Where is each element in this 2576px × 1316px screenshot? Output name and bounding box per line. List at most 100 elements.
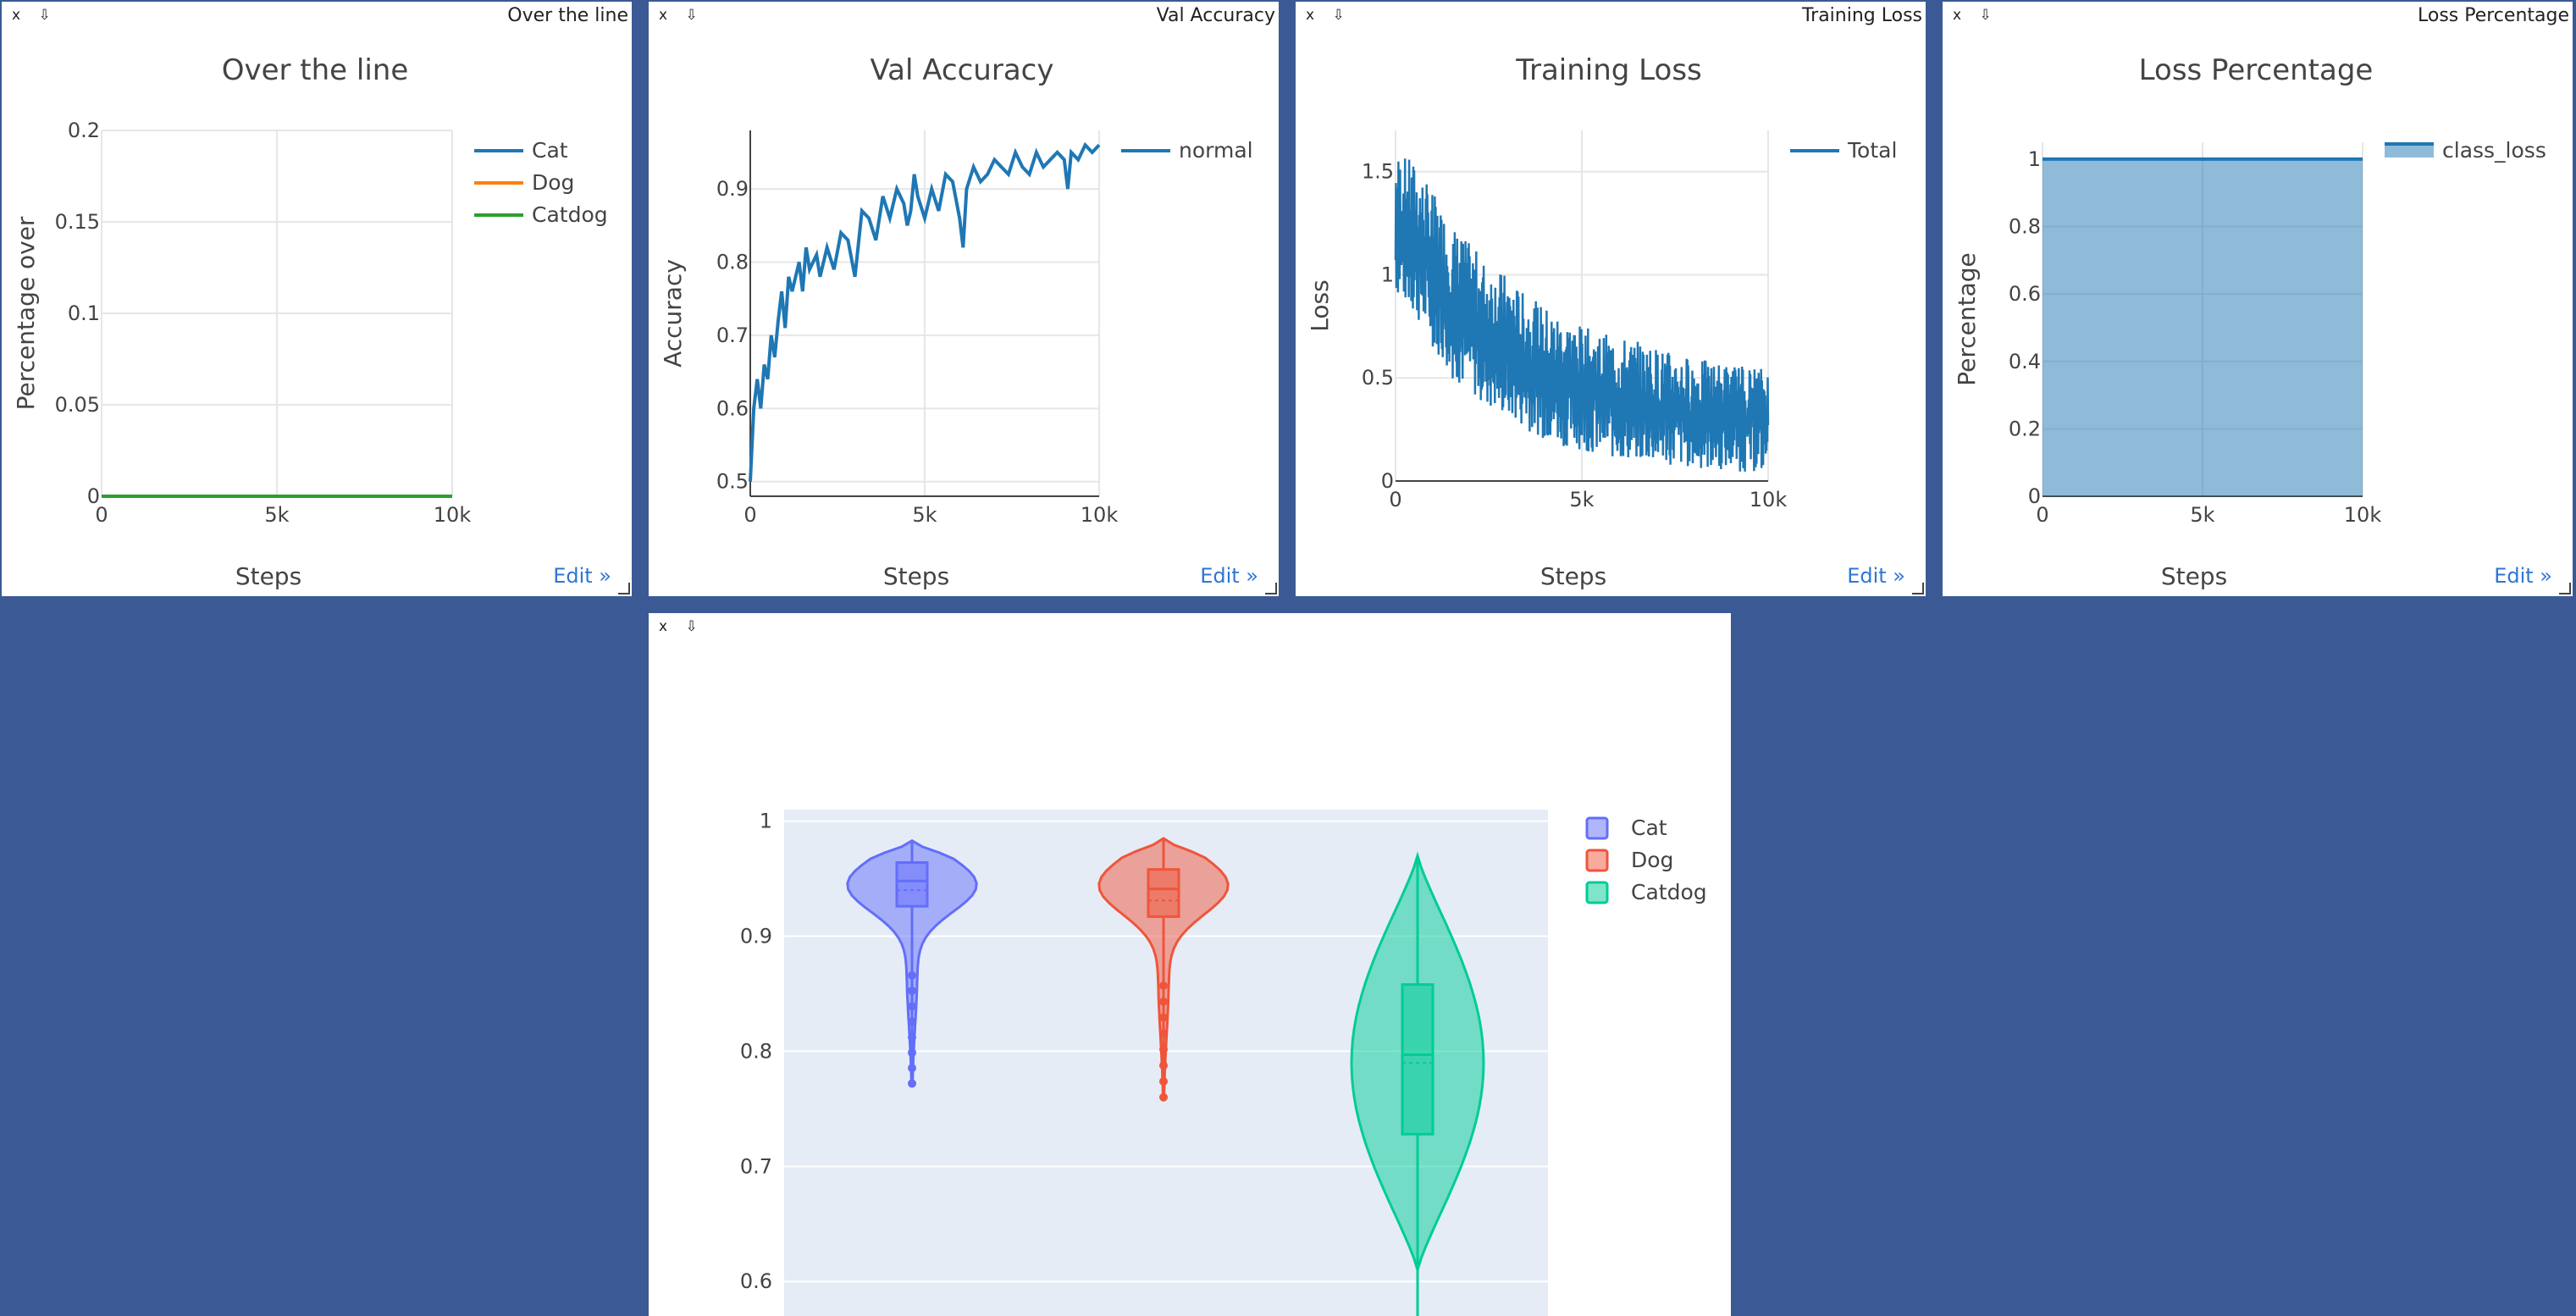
pane-controls: x ⇩ (659, 7, 711, 24)
y-tick-label: 0.4 (2009, 350, 2041, 373)
outlier-point (908, 986, 916, 995)
x-axis-label: Steps (2161, 562, 2227, 590)
pane-controls: x ⇩ (1306, 7, 1358, 24)
chart-title: Over the line (222, 53, 409, 87)
pin-icon[interactable]: ⇩ (1979, 7, 1992, 24)
series-line (749, 141, 1101, 482)
pane-over-the-line: x ⇩ Over the line Over the line 0 5k 10k 0 0.… (2, 2, 632, 596)
y-tick-label: 0.15 (55, 210, 100, 234)
chart-title: Loss Percentage (2139, 53, 2374, 87)
y-tick-label: 0.6 (716, 396, 749, 420)
close-icon[interactable]: x (1953, 7, 1962, 24)
x-tick-label: 5k (1569, 488, 1594, 511)
outlier-point (908, 1064, 916, 1073)
y-tick-label: 0 (1381, 469, 1394, 493)
y-tick-label: 0.2 (68, 119, 100, 142)
y-tick-label: 0.6 (2009, 282, 2041, 306)
y-tick-label: 0 (87, 484, 100, 508)
y-axis-label: Loss (1306, 279, 1334, 331)
pane-violin: x ⇩ 0.6 0.7 0.8 0.9 1 Cat Dog Catdog (649, 613, 1731, 1316)
outlier-point (1159, 1061, 1168, 1070)
x-tick-label: 5k (2190, 503, 2214, 527)
pin-icon[interactable]: ⇩ (685, 618, 698, 635)
y-tick-label: 0.7 (740, 1154, 772, 1178)
y-tick-label: 0.5 (716, 470, 749, 494)
chart-training-loss[interactable]: Training Loss 0 5k 10k 0 0.5 1 1.5 Steps Loss Tota… (1296, 2, 1926, 596)
y-tick-label: 0.9 (740, 925, 772, 948)
box (1401, 983, 1434, 1136)
pin-icon[interactable]: ⇩ (685, 7, 698, 24)
chart-title: Val Accuracy (871, 53, 1054, 87)
y-tick-label: 1 (760, 810, 772, 833)
legend-label: Catdog (1631, 880, 1707, 904)
outlier-point (1159, 1013, 1168, 1022)
outlier-point (908, 1032, 916, 1042)
close-icon[interactable]: x (12, 7, 21, 24)
y-tick-label: 0.8 (2009, 215, 2041, 239)
outlier-point (1159, 1076, 1168, 1086)
pane-controls: x ⇩ (12, 7, 64, 24)
edit-link[interactable]: Edit » (1200, 564, 1258, 588)
x-tick-label: 10k (434, 503, 472, 527)
y-tick-label: 1.5 (1362, 160, 1394, 184)
y-axis-label: Percentage (1953, 252, 1981, 386)
edit-link[interactable]: Edit » (1847, 564, 1905, 588)
outlier-point (908, 1017, 916, 1026)
close-icon[interactable]: x (1306, 7, 1315, 24)
x-tick-label: 5k (912, 503, 937, 527)
x-axis-label: Steps (883, 562, 949, 590)
resize-handle[interactable] (618, 583, 630, 594)
legend-label: class_loss (2442, 138, 2546, 163)
chart-loss-percentage[interactable]: Loss Percentage 0 5k 10k 0 0.2 0.4 0.6 0.8 1 Steps… (1943, 2, 2573, 596)
x-tick-label: 10k (1081, 503, 1119, 527)
window-title: Loss Percentage (2417, 5, 2569, 26)
x-tick-label: 0 (1389, 488, 1401, 511)
y-tick-label: 0.7 (716, 323, 749, 347)
legend-label: Cat (532, 138, 568, 163)
outlier-point (908, 1079, 916, 1088)
resize-handle[interactable] (1265, 583, 1277, 594)
pane-val-accuracy: x ⇩ Val Accuracy Val Accuracy 0 5k 10k 0.5 0.… (649, 2, 1279, 596)
pane-controls: x ⇩ (1953, 7, 2005, 24)
outlier-point (1159, 997, 1168, 1006)
outlier-point (908, 1002, 916, 1011)
window-title: Val Accuracy (1156, 5, 1275, 26)
chart-violin[interactable]: 0.6 0.7 0.8 0.9 1 Cat Dog Catdog (649, 613, 1731, 1316)
outlier-point (1159, 1092, 1168, 1102)
pin-icon[interactable]: ⇩ (38, 7, 51, 24)
y-tick-label: 1 (2028, 147, 2041, 171)
edit-link[interactable]: Edit » (2494, 564, 2552, 588)
close-icon[interactable]: x (659, 7, 668, 24)
pane-loss-percentage: x ⇩ Loss Percentage Loss Percentage 0 5k 10… (1943, 2, 2573, 596)
legend-label: Catdog (532, 202, 608, 227)
y-axis-label: Percentage over (12, 216, 40, 410)
y-tick-label: 0.2 (2009, 417, 2041, 440)
legend-label: Dog (532, 170, 574, 195)
legend-swatch (2385, 144, 2434, 158)
box (895, 861, 929, 908)
close-icon[interactable]: x (659, 618, 668, 635)
outlier-point (1159, 1029, 1168, 1038)
legend-label: Total (1847, 138, 1897, 163)
legend-label: Cat (1631, 816, 1667, 840)
outlier-point (908, 1048, 916, 1057)
x-tick-label: 0 (744, 503, 756, 527)
y-tick-label: 0.9 (716, 177, 749, 201)
resize-handle[interactable] (1912, 583, 1924, 594)
x-tick-label: 5k (264, 503, 289, 527)
pin-icon[interactable]: ⇩ (1332, 7, 1345, 24)
x-tick-label: 10k (1750, 488, 1788, 511)
series-area (2043, 158, 2363, 496)
outlier-point (908, 970, 916, 980)
x-axis-label: Steps (1540, 562, 1606, 590)
chart-val-accuracy[interactable]: Val Accuracy 0 5k 10k 0.5 0.6 0.7 0.8 0.9 Steps Ac… (649, 2, 1279, 596)
pane-controls: x ⇩ (659, 618, 711, 635)
chart-over-the-line[interactable]: Over the line 0 5k 10k 0 0.05 0.1 0.15 0.2 Steps P… (2, 2, 632, 596)
outlier-point (1159, 1045, 1168, 1054)
window-title: Training Loss (1801, 5, 1922, 26)
y-tick-label: 0.6 (740, 1269, 772, 1293)
y-tick-label: 0.1 (68, 301, 100, 325)
y-tick-label: 0.5 (1362, 366, 1394, 390)
resize-handle[interactable] (2559, 583, 2571, 594)
edit-link[interactable]: Edit » (553, 564, 611, 588)
